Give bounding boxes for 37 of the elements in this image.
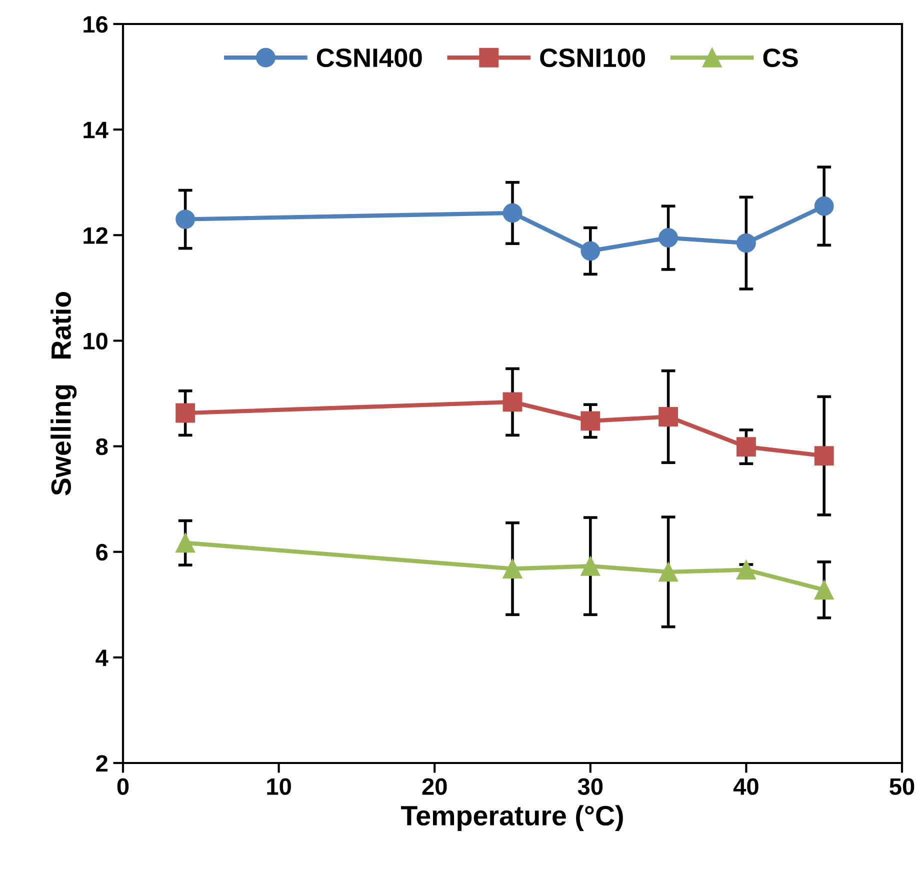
y-tick-label: 4 <box>96 650 108 666</box>
point <box>814 196 834 216</box>
point <box>176 403 196 423</box>
y-tick-label: 16 <box>84 16 108 33</box>
x-axis-title: Temperature (°C) <box>401 805 623 832</box>
point <box>736 233 756 253</box>
x-tick-label: 40 <box>733 778 758 795</box>
x-tick-label: 50 <box>890 778 914 795</box>
point <box>580 241 600 261</box>
point <box>580 556 600 576</box>
point <box>580 411 600 431</box>
y-tick-label: 10 <box>84 332 108 350</box>
point <box>658 228 678 248</box>
point <box>814 580 834 600</box>
x-tick-label: 10 <box>267 778 291 795</box>
point <box>176 533 196 553</box>
legend-label: CSNI400 <box>316 48 422 68</box>
y-tick-label: 8 <box>96 438 108 456</box>
legend-label: CSNI100 <box>540 48 646 68</box>
legend-label: CS <box>763 48 798 68</box>
point <box>502 559 522 578</box>
point <box>736 437 756 457</box>
point <box>658 407 678 426</box>
x-tick-label: 30 <box>578 778 603 795</box>
y-tick-label: 2 <box>96 755 108 772</box>
x-tick-label: 0 <box>117 778 129 795</box>
point <box>502 392 522 412</box>
x-tick-label: 20 <box>422 778 447 795</box>
y-tick-label: 6 <box>96 544 108 561</box>
point <box>814 446 834 466</box>
y-axis-title: Swelling Ratio <box>50 292 77 496</box>
point <box>502 203 522 223</box>
point <box>658 562 678 582</box>
point <box>736 560 756 580</box>
y-tick-label: 14 <box>84 122 108 138</box>
y-tick-label: 12 <box>84 227 108 244</box>
point <box>176 210 196 230</box>
